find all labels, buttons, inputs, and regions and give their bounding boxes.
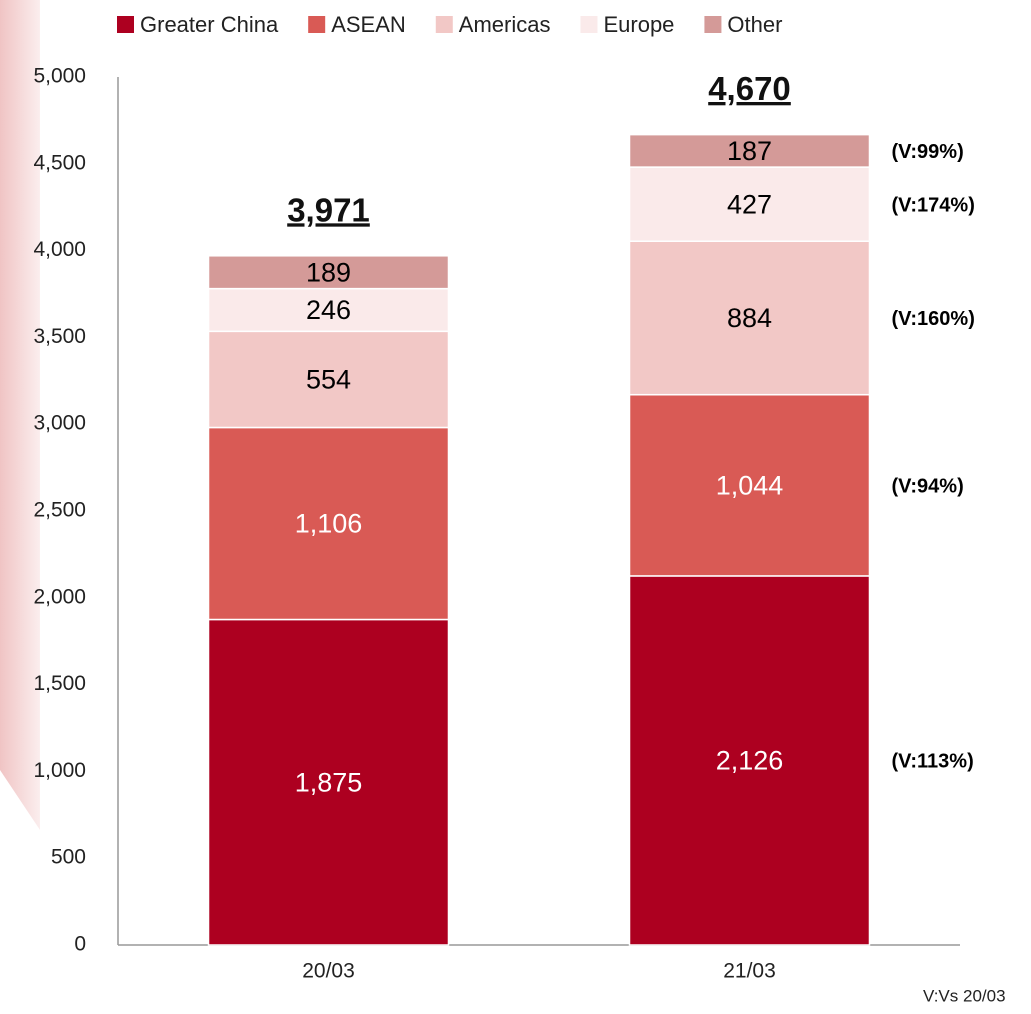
data-label: 2,126	[716, 746, 784, 776]
x-tick-label: 21/03	[723, 960, 776, 983]
bar-segment	[207, 287, 450, 333]
data-label: 187	[727, 136, 772, 166]
y-tick-label: 1,500	[33, 672, 86, 695]
data-label: 1,106	[295, 509, 363, 539]
y-tick-label: 1,000	[33, 759, 86, 782]
legend-swatch	[117, 16, 134, 33]
data-label: 189	[306, 257, 351, 287]
y-tick-label: 500	[51, 846, 86, 869]
total-label: 4,670	[708, 70, 791, 107]
legend-swatch	[580, 16, 598, 33]
bar-segment	[207, 330, 450, 429]
bar-segment	[628, 575, 871, 946]
legend-swatch	[435, 16, 453, 33]
y-tick-label: 4,500	[33, 151, 86, 174]
data-label: 246	[306, 295, 351, 325]
total-label: 3,971	[287, 191, 370, 228]
data-label: 884	[727, 303, 772, 333]
bar-segment	[628, 133, 871, 168]
legend-swatch	[308, 16, 326, 33]
data-label: 1,044	[716, 470, 784, 500]
y-tick-label: 5,000	[33, 65, 86, 88]
annotation: (V:99%)	[891, 141, 963, 163]
bar-segment	[628, 393, 871, 577]
legend-label: Europe	[603, 12, 674, 37]
y-tick-label: 0	[74, 933, 86, 956]
bar-segment	[207, 426, 450, 621]
x-tick-label: 20/03	[302, 960, 355, 983]
data-label: 554	[306, 365, 351, 395]
legend-swatch	[704, 16, 722, 33]
legend-label: Americas	[459, 12, 551, 37]
bar-segment	[207, 618, 450, 946]
data-label: 1,875	[295, 767, 363, 797]
annotation: (V:174%)	[891, 194, 974, 216]
y-tick-label: 4,000	[33, 238, 86, 261]
legend-label: Greater China	[140, 12, 279, 37]
annotation: (V:113%)	[891, 751, 973, 773]
annotation: (V:160%)	[891, 308, 974, 330]
y-tick-label: 2,000	[33, 585, 86, 608]
data-label: 427	[727, 189, 772, 219]
bar-segment	[207, 255, 450, 290]
footnote: V:Vs 20/03	[923, 986, 1006, 1005]
bar-segment	[628, 166, 871, 242]
y-tick-label: 3,500	[33, 325, 86, 348]
legend-label: ASEAN	[331, 12, 406, 37]
decoration	[0, 0, 40, 830]
y-tick-label: 2,500	[33, 499, 86, 522]
y-tick-label: 3,000	[33, 412, 86, 435]
annotation: (V:94%)	[891, 476, 963, 498]
legend-label: Other	[727, 12, 782, 37]
